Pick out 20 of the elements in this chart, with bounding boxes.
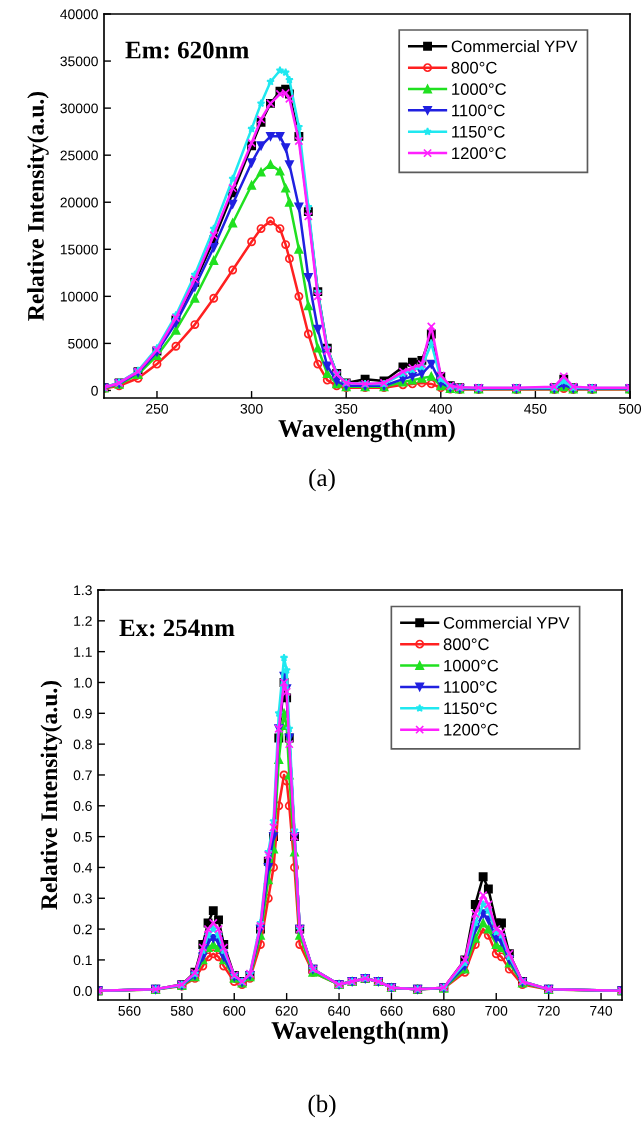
legend-label: 1150°C <box>452 125 505 138</box>
text: (b) <box>308 1094 336 1118</box>
x-axis-title: Wavelength(nm) <box>271 1021 448 1045</box>
x-axis-title: Wavelength(nm) <box>278 419 455 443</box>
legend-label: 1100°C <box>452 104 505 117</box>
legend-label: Commercial YPV <box>443 616 570 629</box>
legend-label: 1000°C <box>444 659 499 672</box>
legend-label: 1000°C <box>452 83 507 95</box>
text: (a) <box>309 468 335 492</box>
legend-label: 800°C <box>443 638 489 651</box>
legend-label: 1200°C <box>444 723 499 736</box>
annotation: Em: 620nm <box>125 41 249 59</box>
legend-label: Commercial YPV <box>451 40 578 53</box>
y-axis-title: Relative Intensity(a.u.) <box>40 680 63 910</box>
legend-label: 1150°C <box>444 702 497 715</box>
annotation: Ex: 254nm <box>119 619 235 637</box>
legend-label: 800°C <box>451 61 497 74</box>
legend-label: 1100°C <box>444 681 497 693</box>
legend-label: 1200°C <box>452 147 507 160</box>
y-axis-title: Relative Intensity(a.u.) <box>27 91 49 321</box>
